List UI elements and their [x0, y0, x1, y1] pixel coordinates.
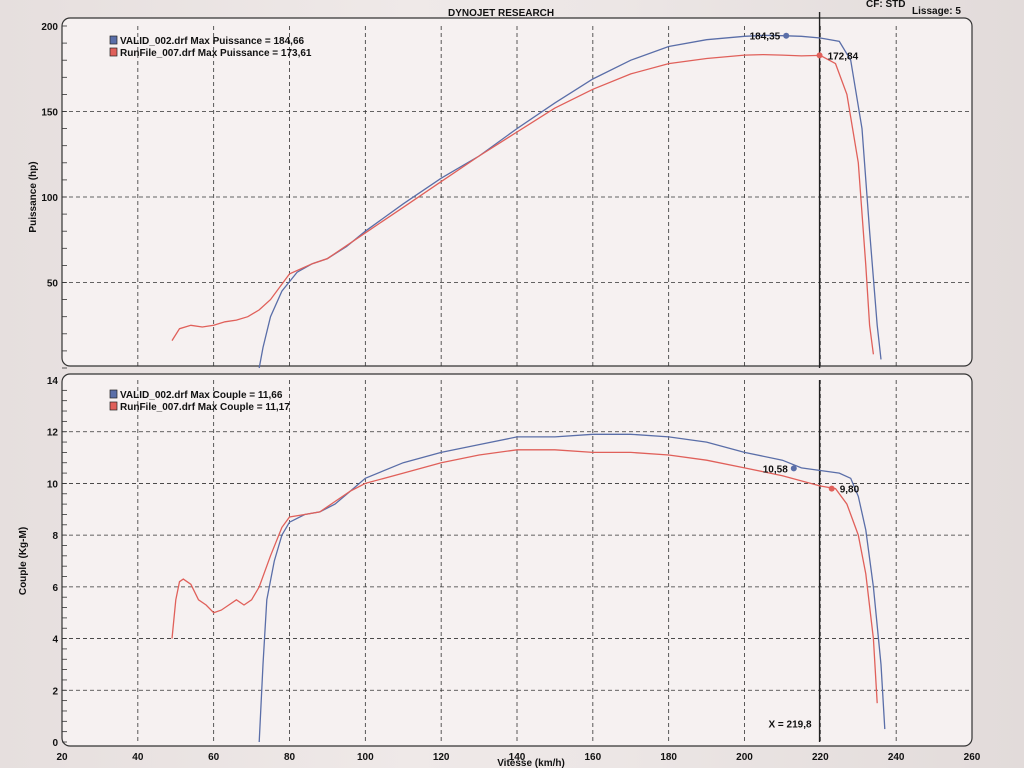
torque-x-tick-label: 160 [584, 752, 601, 763]
torque-x-tick-label: 180 [660, 752, 677, 763]
torque-x-tick-label: 80 [284, 752, 296, 763]
power-annotation-dot [817, 52, 823, 58]
torque-legend-swatch [110, 390, 117, 398]
torque-annotation-label: 9,80 [840, 485, 860, 496]
power-annotation-dot [783, 33, 789, 39]
torque-x-tick-label: 120 [433, 752, 450, 763]
torque-y-tick-label: 4 [52, 635, 58, 646]
torque-y-tick-label: 6 [52, 583, 58, 594]
torque-legend-swatch [110, 402, 117, 410]
torque-x-axis-label: Vitesse (km/h) [497, 758, 565, 768]
power-legend-swatch [110, 36, 117, 44]
power-legend-entry: VALID_002.drf Max Puissance = 184,66 [120, 36, 305, 47]
torque-y-tick-label: 2 [52, 686, 58, 697]
torque-x-tick-label: 40 [132, 752, 144, 763]
torque-y-axis-label: Couple (Kg-M) [18, 527, 29, 595]
torque-x-tick-label: 20 [56, 752, 68, 763]
torque-y-tick-label: 14 [47, 376, 59, 387]
torque-y-tick-label: 10 [47, 479, 59, 490]
power-legend-entry: RunFile_007.drf Max Puissance = 173,61 [120, 48, 312, 59]
torque-x-tick-label: 200 [736, 752, 753, 763]
torque-x-tick-label: 240 [888, 752, 905, 763]
torque-x-tick-label: 100 [357, 752, 374, 763]
torque-y-tick-label: 12 [47, 428, 59, 439]
power-y-tick-label: 50 [47, 279, 59, 290]
torque-cursor-readout: X = 219,8 [768, 720, 812, 731]
torque-annotation-label: 10,58 [763, 464, 788, 475]
power-annotation-label: 172,84 [828, 51, 859, 62]
torque-y-tick-label: 8 [52, 531, 58, 542]
power-annotation-label: 184,35 [750, 32, 781, 43]
torque-legend-entry: RunFile_007.drf Max Couple = 11,17 [120, 402, 290, 413]
power-y-tick-label: 100 [41, 193, 58, 204]
power-y-axis-label: Puissance (hp) [28, 161, 39, 232]
torque-annotation-dot [791, 465, 797, 471]
torque-x-tick-label: 260 [964, 752, 981, 763]
torque-x-tick-label: 220 [812, 752, 829, 763]
torque-annotation-dot [829, 486, 835, 492]
torque-x-tick-label: 60 [208, 752, 220, 763]
torque-y-tick-label: 0 [52, 738, 58, 749]
torque-legend-entry: VALID_002.drf Max Couple = 11,66 [120, 390, 283, 401]
power-y-tick-label: 200 [41, 22, 58, 33]
power-y-tick-label: 150 [41, 108, 58, 119]
power-legend-swatch [110, 48, 117, 56]
